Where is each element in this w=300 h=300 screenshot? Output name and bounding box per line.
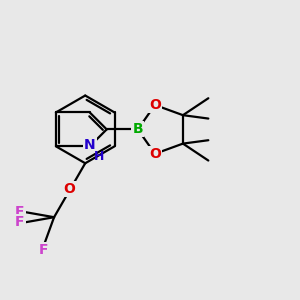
Text: O: O (149, 147, 161, 161)
Text: F: F (39, 243, 48, 257)
Text: N: N (84, 138, 96, 152)
Text: B: B (133, 122, 143, 136)
Text: F: F (15, 215, 24, 230)
Text: F: F (15, 205, 24, 219)
Text: O: O (64, 182, 76, 196)
Text: O: O (149, 98, 161, 112)
Text: H: H (94, 150, 104, 163)
